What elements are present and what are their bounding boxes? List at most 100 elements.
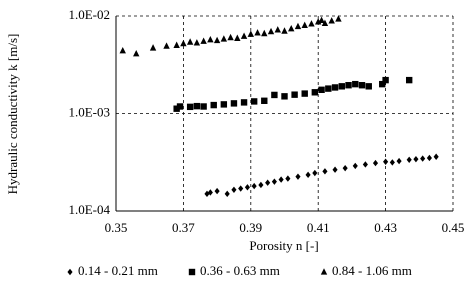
data-point — [406, 156, 412, 164]
data-point — [352, 162, 358, 170]
x-tick-label: 0.39 — [239, 220, 262, 235]
data-point — [271, 178, 277, 185]
data-point — [301, 21, 308, 29]
data-point — [291, 91, 298, 98]
data-point — [193, 39, 201, 46]
data-point — [281, 93, 288, 100]
data-point — [321, 19, 329, 26]
data-point — [285, 175, 291, 182]
data-point — [278, 176, 284, 183]
x-tick-label: 0.35 — [105, 220, 128, 235]
data-point — [133, 49, 140, 57]
data-point — [372, 159, 379, 167]
x-tick-label: 0.45 — [442, 220, 465, 235]
data-point — [328, 17, 335, 24]
data-point — [240, 99, 248, 106]
data-point — [311, 89, 319, 96]
data-point — [281, 27, 288, 34]
y-tick-label: 1.0E-04 — [68, 202, 110, 217]
data-point — [186, 103, 194, 111]
data-point — [379, 80, 386, 88]
legend-label: 0.84 - 1.06 mm — [332, 263, 412, 278]
data-point — [389, 159, 395, 166]
data-point — [173, 41, 180, 48]
legend-marker — [188, 268, 196, 276]
data-point — [396, 157, 402, 165]
data-point — [227, 33, 234, 41]
data-point — [207, 36, 214, 43]
data-point — [261, 97, 268, 104]
data-point — [318, 86, 325, 94]
data-point — [210, 101, 217, 109]
data-point — [420, 155, 426, 162]
data-point — [383, 158, 389, 165]
data-point — [288, 24, 295, 32]
legend-marker — [320, 268, 328, 275]
y-tick-label: 1.0E-02 — [68, 7, 110, 22]
data-point — [405, 76, 413, 84]
x-tick-label: 0.37 — [172, 220, 195, 235]
data-point — [200, 37, 207, 44]
x-tick-label: 0.41 — [307, 220, 330, 235]
data-point — [426, 154, 432, 162]
data-point — [213, 36, 221, 44]
data-point — [119, 46, 126, 54]
data-point — [365, 83, 372, 90]
data-point — [231, 186, 237, 193]
data-point — [247, 30, 254, 37]
data-point — [254, 29, 261, 36]
data-point — [274, 26, 281, 33]
data-point — [295, 173, 301, 180]
data-point — [207, 189, 213, 196]
x-axis-label: Porosity n [-] — [249, 238, 318, 253]
data-point — [176, 103, 184, 110]
data-point — [258, 181, 264, 189]
data-point — [312, 169, 318, 177]
data-point — [180, 39, 187, 47]
data-point — [362, 161, 368, 168]
data-point — [308, 20, 315, 27]
data-point — [382, 76, 389, 84]
data-point — [433, 153, 439, 160]
data-point — [224, 190, 230, 198]
data-point — [238, 185, 244, 192]
data-point — [261, 29, 268, 37]
data-point — [318, 16, 325, 24]
data-point — [335, 15, 342, 22]
data-point — [345, 82, 352, 89]
data-point — [244, 184, 250, 191]
y-axis-label: Hydraulic conductivity k [m/s] — [5, 34, 20, 195]
data-point — [301, 90, 308, 97]
data-point — [234, 34, 241, 41]
data-point — [149, 44, 157, 51]
data-point — [200, 103, 207, 110]
data-point — [251, 182, 257, 190]
data-point — [338, 83, 345, 90]
y-tick-label: 1.0E-03 — [68, 104, 110, 119]
legend-marker — [67, 268, 73, 276]
data-point — [230, 100, 238, 107]
data-point — [331, 84, 339, 91]
data-point — [342, 164, 348, 172]
legend-label: 0.36 - 0.63 mm — [200, 263, 280, 278]
data-point — [220, 101, 228, 108]
data-point — [325, 85, 332, 92]
data-point — [214, 187, 220, 195]
data-point — [186, 38, 194, 45]
data-point — [332, 166, 338, 173]
data-point — [271, 91, 278, 99]
data-point — [173, 105, 180, 112]
data-point — [220, 35, 228, 42]
data-point — [267, 27, 275, 35]
data-point — [193, 102, 201, 110]
data-point — [250, 98, 258, 105]
data-point — [358, 82, 366, 89]
data-point — [294, 22, 302, 30]
legend-label: 0.14 - 0.21 mm — [78, 263, 158, 278]
data-point — [265, 179, 271, 186]
data-point — [305, 171, 311, 179]
data-point — [163, 42, 170, 49]
x-tick-label: 0.43 — [374, 220, 397, 235]
